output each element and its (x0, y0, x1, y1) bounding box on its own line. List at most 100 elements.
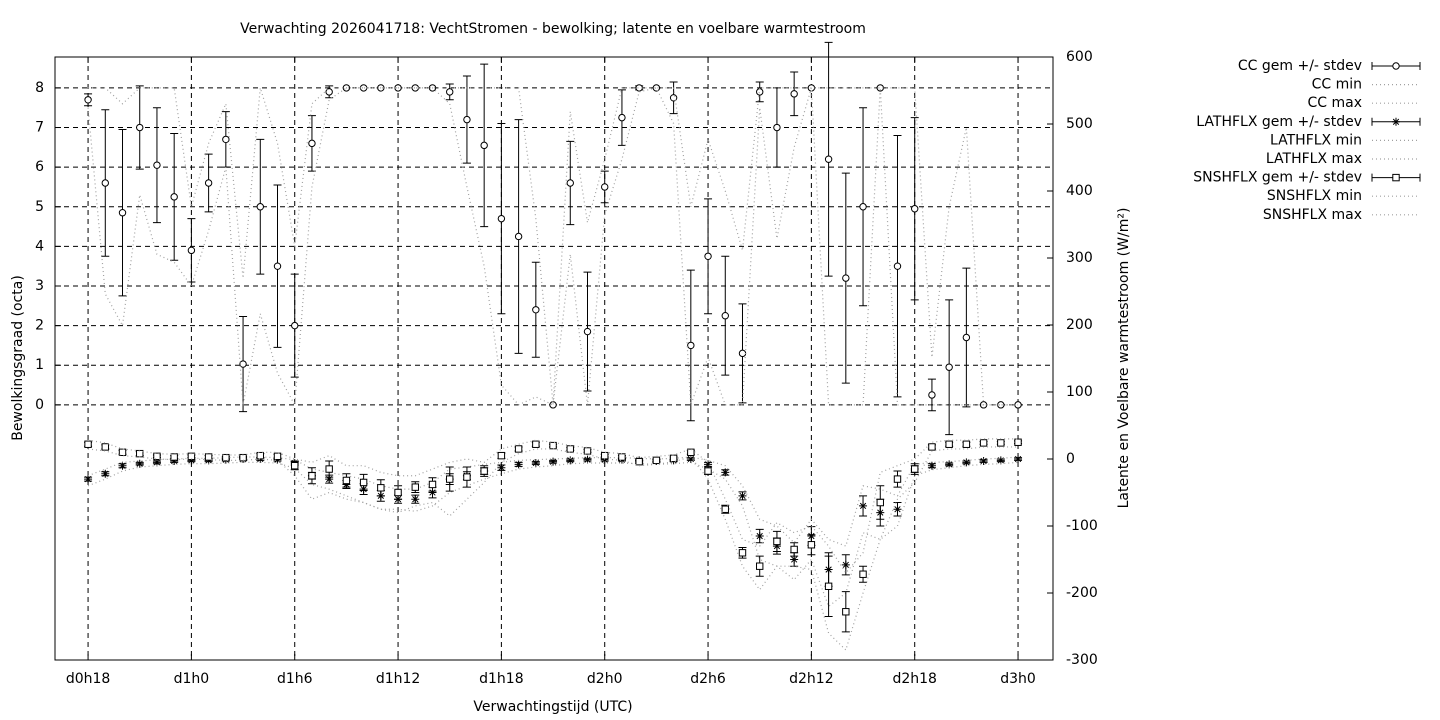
y2-tick-label: 100 (1066, 384, 1093, 400)
legend-point (1392, 173, 1400, 182)
point (583, 327, 592, 336)
point (170, 453, 178, 461)
point (446, 88, 454, 96)
point (325, 465, 333, 473)
point (291, 462, 299, 470)
point (618, 453, 626, 461)
point (652, 456, 661, 465)
point (583, 455, 592, 464)
point (514, 445, 523, 453)
point (962, 440, 971, 448)
point (308, 139, 316, 148)
point (601, 183, 609, 191)
point (876, 84, 884, 92)
point (583, 447, 592, 455)
point (101, 179, 109, 187)
point (773, 537, 781, 546)
y2-tick-label: 0 (1066, 451, 1075, 467)
point (532, 440, 540, 448)
point (721, 505, 729, 513)
point (273, 452, 282, 461)
point (635, 84, 643, 92)
y-tick-label: 6 (35, 159, 44, 175)
point (118, 209, 127, 217)
point (136, 123, 144, 132)
point (84, 475, 93, 484)
legend-point (1392, 62, 1400, 70)
series-line (87, 446, 1019, 652)
point (600, 455, 609, 464)
point (996, 456, 1005, 465)
point (601, 451, 609, 460)
point (101, 443, 109, 451)
point (101, 469, 110, 478)
legend-label: LATHFLX gem +/- stdev (1196, 114, 1362, 130)
legend-label: SNSHFLX gem +/- stdev (1193, 170, 1362, 186)
point (704, 460, 713, 469)
point (773, 123, 781, 132)
point (514, 460, 523, 469)
y-tick-label: 5 (35, 199, 44, 215)
point (1014, 455, 1023, 463)
point (359, 478, 368, 487)
point (136, 449, 144, 458)
point (256, 451, 264, 460)
point (480, 141, 488, 150)
y2-tick-label: -300 (1066, 652, 1098, 668)
y-tick-label: 3 (35, 278, 44, 294)
y2-tick-label: 600 (1066, 49, 1093, 65)
y-tick-label: 4 (35, 238, 44, 254)
point (911, 205, 919, 213)
point (428, 480, 437, 489)
point (187, 246, 196, 255)
point (945, 440, 953, 448)
y2-tick-label: 200 (1066, 317, 1093, 333)
legend-label: SNSHFLX min (1267, 188, 1362, 204)
x-tick-label: d1h18 (479, 671, 523, 687)
y2-tick-label: -100 (1066, 518, 1098, 534)
x-tick-label: d2h12 (789, 671, 833, 687)
y2-tick-label: -200 (1066, 585, 1098, 601)
point (721, 468, 730, 477)
point (824, 155, 833, 163)
x-axis-label: Verwachtingstijd (UTC) (473, 699, 632, 715)
point (446, 475, 454, 483)
x-tick-label: d0h18 (66, 671, 110, 687)
point (721, 312, 729, 320)
point (738, 549, 747, 557)
x-tick-label: d1h6 (277, 671, 313, 687)
point (153, 452, 161, 461)
legend-point (1392, 117, 1400, 126)
point (256, 203, 264, 211)
y-tick-label: 7 (35, 120, 44, 136)
point (635, 457, 643, 466)
point (790, 545, 798, 554)
x-tick-label: d1h0 (174, 671, 210, 687)
point (859, 203, 867, 211)
point (928, 443, 936, 451)
point (359, 84, 368, 92)
point (618, 113, 626, 122)
y-tick-label: 8 (35, 80, 44, 96)
point (686, 455, 695, 463)
point (222, 135, 230, 144)
point (893, 262, 902, 270)
point (273, 262, 282, 270)
point (979, 439, 988, 447)
point (170, 193, 178, 201)
point (859, 501, 868, 510)
legend-label: CC gem +/- stdev (1238, 58, 1362, 74)
point (997, 439, 1005, 447)
point (497, 214, 506, 223)
y2-tick-label: 500 (1066, 116, 1093, 132)
series-line (88, 87, 1019, 406)
point (480, 467, 488, 475)
point (876, 498, 884, 507)
y-tick-label: 2 (35, 318, 44, 334)
y2-tick-label: 400 (1066, 183, 1093, 199)
point (928, 391, 936, 399)
point (531, 459, 540, 468)
point (411, 495, 420, 504)
